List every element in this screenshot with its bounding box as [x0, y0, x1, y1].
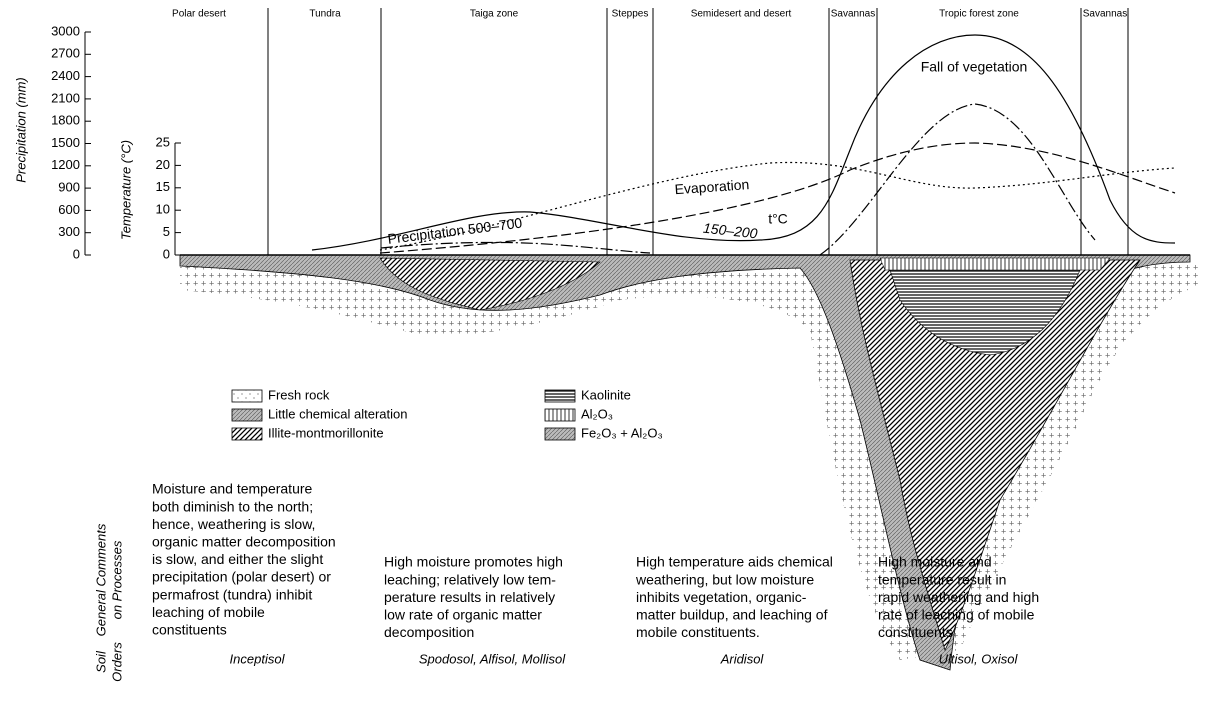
row-label: General Comments	[93, 523, 108, 636]
comment-line: perature results in relatively	[384, 589, 555, 605]
zone-dividers	[268, 8, 1128, 255]
legend-swatch	[545, 428, 575, 440]
row-label: Soil	[93, 650, 108, 673]
axis-title: Precipitation (mm)	[13, 77, 28, 182]
soil-order: Inceptisol	[230, 651, 286, 666]
tick-label: 1200	[51, 157, 80, 172]
tick-label: 15	[156, 179, 170, 194]
comment-line: High moisture and	[878, 554, 992, 570]
legend-label: Fe₂O₃ + Al₂O₃	[581, 425, 663, 440]
row-label: Orders	[109, 642, 124, 682]
legend-swatch	[545, 390, 575, 402]
comment-line: rate of leaching of mobile	[878, 607, 1035, 623]
tick-label: 900	[58, 180, 80, 195]
comment-line: temperature result in	[878, 571, 1006, 587]
zone-label: Semidesert and desert	[691, 9, 792, 20]
comment-line: weathering, but low moisture	[635, 571, 814, 587]
comment-line: matter buildup, and leaching of	[636, 607, 828, 623]
legend-swatch	[232, 428, 262, 440]
tick-label: 5	[163, 224, 170, 239]
comment-line: constituents	[878, 624, 953, 640]
tick-label: 2100	[51, 90, 80, 105]
curve-label: t°C	[768, 211, 788, 227]
legend-label: Fresh rock	[268, 387, 330, 402]
comment-line: organic matter decomposition	[152, 534, 336, 550]
zone-label: Polar desert	[172, 9, 226, 20]
soil-order: Spodosol, Alfisol, Mollisol	[419, 651, 566, 666]
tick-label: 0	[163, 246, 170, 261]
zone-label: Savannas	[831, 9, 875, 20]
comment-line: low rate of organic matter	[384, 607, 542, 623]
tick-label: 2700	[51, 46, 80, 61]
comment-line: mobile constituents.	[636, 624, 760, 640]
legend-label: Kaolinite	[581, 387, 631, 402]
legend-swatch	[232, 390, 262, 402]
comment-line: High temperature aids chemical	[636, 554, 833, 570]
comment-line: both diminish to the north;	[152, 498, 313, 514]
comment-line: Moisture and temperature	[152, 481, 313, 497]
tick-label: 20	[156, 157, 170, 172]
row-label: on Processes	[109, 540, 124, 619]
comment-line: hence, weathering is slow,	[152, 516, 315, 532]
comment-line: is slow, and either the slight	[152, 551, 323, 567]
tick-label: 2400	[51, 68, 80, 83]
comment-line: inhibits vegetation, organic-	[636, 589, 807, 605]
legend-swatch	[545, 409, 575, 421]
comment-line: permafrost (tundra) inhibit	[152, 586, 312, 602]
soil-order: Aridisol	[720, 651, 765, 666]
legend-swatch	[232, 409, 262, 421]
zone-label: Steppes	[612, 9, 649, 20]
comment-line: leaching; relatively low tem-	[384, 571, 556, 587]
zone-label: Savannas	[1083, 9, 1127, 20]
curves	[312, 35, 1175, 255]
comment-line: decomposition	[384, 624, 474, 640]
labels: Fall of vegetation Evaporation t°C Preci…	[13, 59, 1027, 247]
tick-label: 1500	[51, 135, 80, 150]
tick-label: 0	[73, 246, 80, 261]
curve-label: Fall of vegetation	[921, 59, 1028, 75]
legend-label: Little chemical alteration	[268, 406, 407, 421]
tick-label: 1800	[51, 113, 80, 128]
tick-label: 25	[156, 134, 170, 149]
tick-label: 300	[58, 224, 80, 239]
comment-line: leaching of mobile	[152, 604, 265, 620]
zone-label: Taiga zone	[470, 9, 519, 20]
axis-title: Temperature (°C)	[118, 140, 133, 240]
legend-label: Al₂O₃	[581, 406, 613, 421]
comment-line: constituents	[152, 622, 227, 638]
curve-label: Evaporation	[674, 176, 750, 197]
tick-label: 3000	[51, 23, 80, 38]
diagram: + Fall of vegetation Evaporation t°C Pre…	[0, 0, 1205, 710]
zone-label: Tundra	[309, 9, 341, 20]
comment-line: precipitation (polar desert) or	[152, 569, 331, 585]
comment-line: High moisture promotes high	[384, 554, 563, 570]
tick-label: 600	[58, 202, 80, 217]
soil-order: Ultisol, Oxisol	[939, 651, 1019, 666]
curve-label: 150–200	[702, 220, 758, 242]
zone-label: Tropic forest zone	[939, 9, 1019, 20]
comment-line: rapid weathering and high	[878, 589, 1039, 605]
tick-label: 10	[156, 202, 170, 217]
legend-label: Illite-montmorillonite	[268, 425, 384, 440]
